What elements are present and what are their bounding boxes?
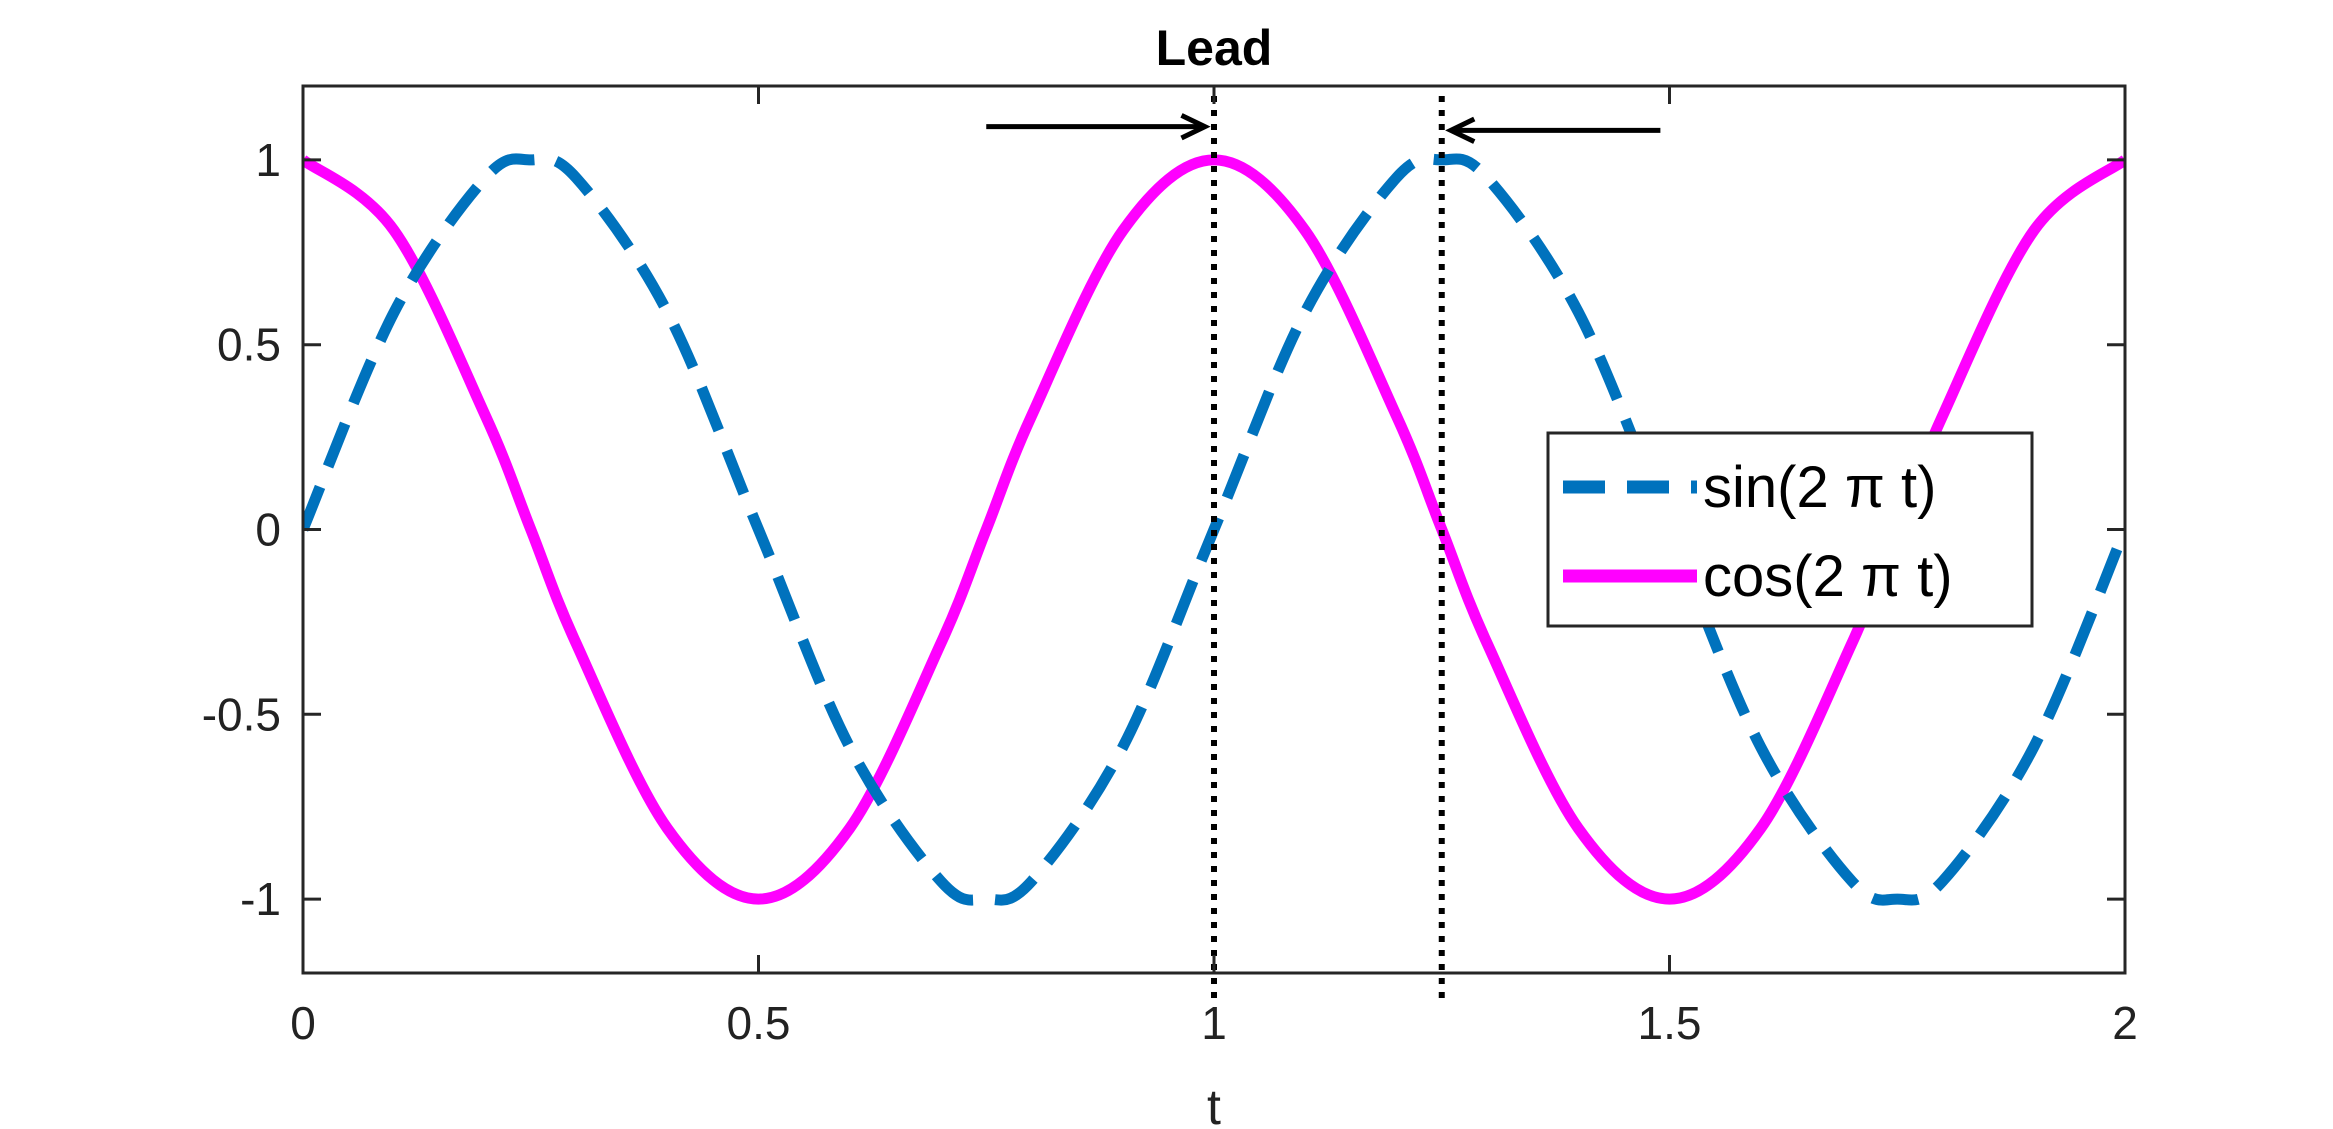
y-tick-label: -0.5 [202,688,281,740]
x-tick-label: 1 [1201,997,1227,1049]
annotation-arrow-2 [1445,116,1661,144]
y-tick-label: -1 [240,873,281,925]
x-axis-label: t [1207,1079,1221,1129]
x-tick-label: 1.5 [1638,997,1702,1049]
annotation-arrow-1 [986,113,1211,141]
y-tick-label: 1 [255,134,281,186]
y-tick-label: 0.5 [217,319,281,371]
y-tick-label: 0 [255,504,281,556]
legend-cos-label: cos(2 π t) [1703,544,1953,609]
legend: sin(2 π t) cos(2 π t) [1546,431,2034,628]
sin-series-line [303,153,2125,906]
chart-title: Lead [1156,20,1273,76]
cos-series-line [303,154,2125,905]
legend-sin-label: sin(2 π t) [1703,455,1936,520]
x-tick-label: 0.5 [727,997,791,1049]
legend-box [1546,431,2034,628]
x-tick-label: 0 [290,997,316,1049]
x-tick-label: 2 [2112,997,2138,1049]
